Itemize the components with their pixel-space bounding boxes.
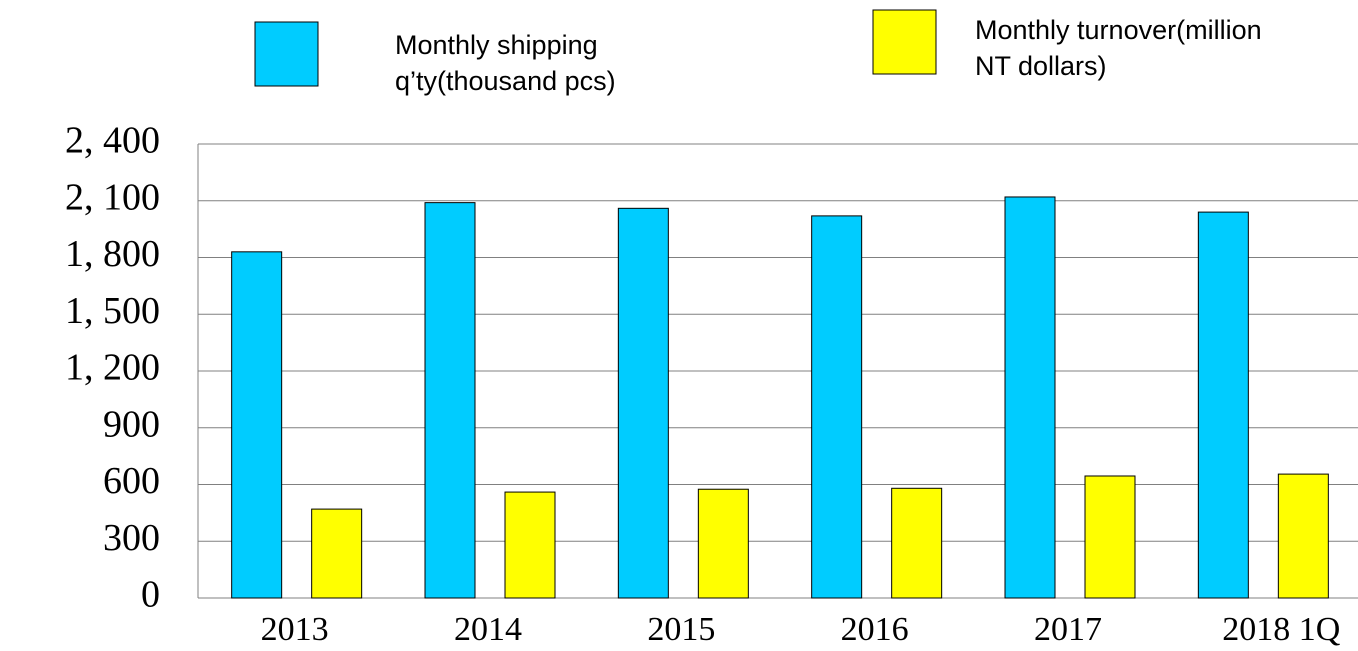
x-tick-label: 2013 <box>261 611 329 648</box>
legend-swatch <box>254 21 319 87</box>
bar <box>697 488 749 599</box>
x-tick-label: 2014 <box>454 611 522 648</box>
y-tick-label: 1, 200 <box>65 347 160 389</box>
bar <box>1004 196 1056 599</box>
y-tick-label: 600 <box>103 460 160 502</box>
legend-label: Monthly turnover(million NT dollars) <box>975 15 1262 81</box>
bar <box>424 202 476 599</box>
bar <box>1084 475 1136 599</box>
bar <box>1277 473 1329 599</box>
bar <box>231 251 283 599</box>
bar <box>891 487 943 599</box>
legend-label: Monthly shipping q’ty(thousand pcs) <box>395 30 616 96</box>
bar <box>311 508 363 599</box>
x-tick-label: 2018 1Q <box>1222 611 1340 648</box>
bar <box>504 491 556 599</box>
y-tick-label: 300 <box>103 517 160 559</box>
y-tick-label: 0 <box>141 574 160 616</box>
y-tick-label: 2, 400 <box>65 120 160 162</box>
x-tick-label: 2015 <box>647 611 715 648</box>
x-tick-label: 2017 <box>1034 611 1102 648</box>
x-tick-label: 2016 <box>841 611 909 648</box>
legend-swatch <box>872 9 937 75</box>
y-tick-label: 1, 800 <box>65 233 160 275</box>
bar <box>1197 211 1249 599</box>
y-tick-label: 1, 500 <box>65 290 160 332</box>
y-tick-label: 900 <box>103 403 160 445</box>
bar <box>617 207 669 599</box>
y-tick-label: 2, 100 <box>65 176 160 218</box>
bar <box>811 215 863 599</box>
